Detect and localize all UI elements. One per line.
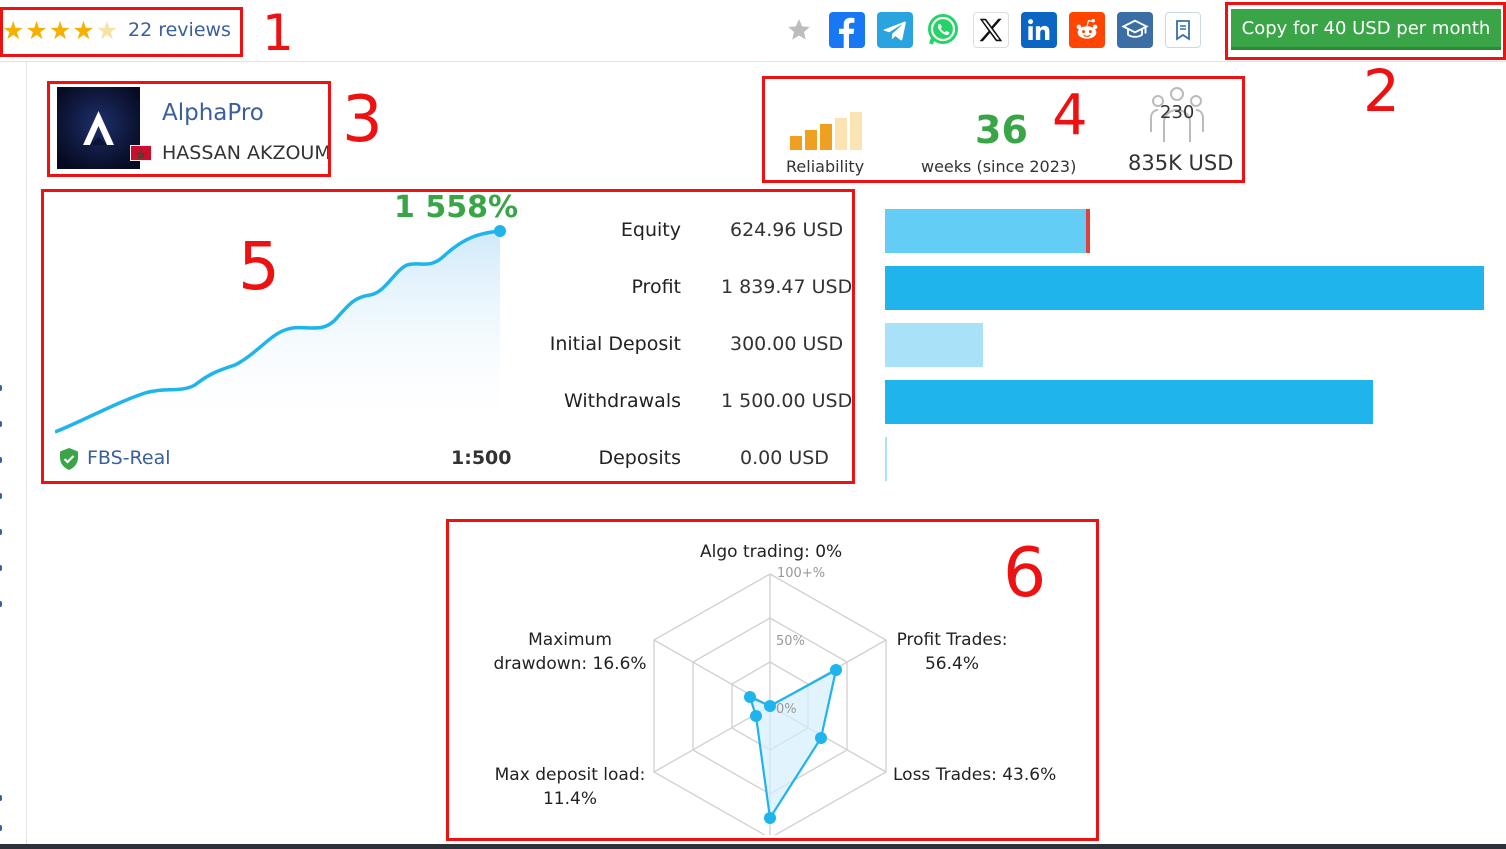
linkedin-icon[interactable] <box>1021 12 1057 48</box>
left-edge-dots <box>0 385 4 835</box>
radar-point-loss <box>815 732 827 744</box>
star-icon[interactable] <box>781 12 817 48</box>
radar-point-deposit-load <box>764 812 776 824</box>
growth-percent: 1 558% <box>394 190 518 225</box>
star-filled-icon: ★ <box>72 16 95 45</box>
metric-initial-deposit-label: Initial Deposit <box>549 333 681 355</box>
metric-withdrawals-label: Withdrawals <box>563 390 681 412</box>
whatsapp-icon[interactable] <box>925 12 961 48</box>
annotation-number-1: 1 <box>262 4 294 62</box>
weeks-label: weeks (since 2023) <box>921 157 1077 176</box>
bottom-bar <box>0 844 1506 849</box>
metric-profit-value: 1 839.47 USD <box>721 276 853 298</box>
reliability-label: Reliability <box>786 157 865 176</box>
bar-initial-deposit <box>885 323 983 367</box>
radar-label-profit-trades: Profit Trades: 56.4% <box>896 630 1008 674</box>
radar-scale-zero: 0% <box>776 702 797 717</box>
annotation-number-6: 6 <box>1003 534 1047 613</box>
metric-initial-deposit-value: 300.00 USD <box>730 333 844 355</box>
provider-name-link[interactable]: AlphaPro <box>162 100 264 126</box>
verified-shield-icon <box>58 447 80 475</box>
facebook-icon[interactable] <box>829 12 865 48</box>
annotation-number-4: 4 <box>1052 83 1088 148</box>
x-icon[interactable] <box>973 12 1009 48</box>
subscribers-count: 230 <box>1160 102 1195 123</box>
bar-deposits <box>885 437 887 481</box>
radar-point-algo <box>764 700 776 712</box>
radar-point-profit <box>830 664 842 676</box>
weeks-value: 36 <box>975 108 1028 152</box>
subscribers-icon <box>1148 86 1206 148</box>
annotation-box-5 <box>41 189 855 484</box>
star-filled-icon: ★ <box>25 16 48 45</box>
rating-stars[interactable]: ★ ★ ★ ★ ★ <box>2 18 118 43</box>
education-icon[interactable] <box>1117 12 1153 48</box>
radar-label-deposit-load: Max deposit load: 11.4% <box>494 765 646 809</box>
reviews-link[interactable]: 22 reviews <box>128 19 231 41</box>
annotation-number-5: 5 <box>238 228 280 305</box>
radar-scale-max: 100+% <box>777 566 826 581</box>
provider-avatar[interactable] <box>57 87 140 169</box>
leverage-value: 1:500 <box>451 447 512 469</box>
reddit-icon[interactable] <box>1069 12 1105 48</box>
annotation-box-6 <box>446 519 1099 841</box>
star-filled-icon: ★ <box>2 16 25 45</box>
growth-endpoint <box>494 225 506 237</box>
growth-line <box>54 229 501 434</box>
left-divider <box>26 62 27 849</box>
metric-withdrawals-value: 1 500.00 USD <box>721 390 853 412</box>
bar-equity <box>885 209 1090 253</box>
broker-link[interactable]: FBS-Real <box>87 447 171 469</box>
radar-label-algo: Algo trading: 0% <box>700 542 843 562</box>
radar-label-loss-trades: Loss Trades: 43.6% <box>893 765 1057 785</box>
metric-profit-label: Profit <box>631 276 681 298</box>
reliability-bars-icon <box>790 112 864 154</box>
provider-author: HASSAN AKZOUM <box>162 142 331 164</box>
annotation-box-4 <box>762 76 1245 183</box>
metric-equity-value: 624.96 USD <box>730 219 844 241</box>
bar-equity-marker <box>1086 209 1090 253</box>
radar-scale-mid: 50% <box>776 634 805 649</box>
subscriber-funds: 835K USD <box>1128 151 1234 175</box>
metric-deposits-label: Deposits <box>598 447 681 469</box>
metric-equity-label: Equity <box>620 219 681 241</box>
copy-subscribe-button[interactable]: Copy for 40 USD per month <box>1231 9 1501 50</box>
annotation-number-2: 2 <box>1363 57 1400 125</box>
metric-deposits-value: 0.00 USD <box>740 447 829 469</box>
radar-label-drawdown: Maximum drawdown: 16.6% <box>493 630 647 674</box>
annotation-number-3: 3 <box>342 83 383 157</box>
radar-point-drawdown <box>744 691 756 703</box>
star-empty-icon: ★ <box>95 16 119 45</box>
bar-profit <box>885 266 1484 310</box>
bar-withdrawals <box>885 380 1373 424</box>
star-filled-icon: ★ <box>48 16 72 45</box>
annotation-box-2 <box>1225 2 1506 60</box>
annotation-box-1 <box>0 7 243 57</box>
annotation-box-3 <box>47 81 331 177</box>
country-flag-icon <box>130 145 152 161</box>
header-divider <box>0 61 1506 62</box>
radar-point-max-deposit <box>750 710 762 722</box>
radar-chart[interactable] <box>640 570 900 839</box>
growth-chart[interactable] <box>54 225 507 441</box>
bookmark-icon[interactable] <box>1165 12 1201 48</box>
telegram-icon[interactable] <box>877 12 913 48</box>
